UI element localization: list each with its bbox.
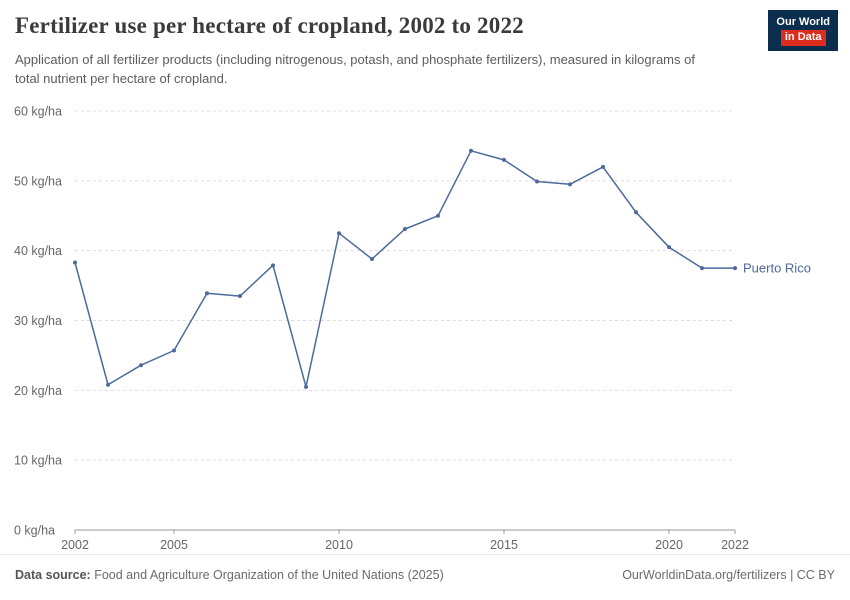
y-tick-label: 30 kg/ha bbox=[14, 314, 62, 328]
data-point[interactable] bbox=[304, 384, 308, 389]
data-point[interactable] bbox=[733, 266, 737, 271]
data-point[interactable] bbox=[469, 148, 473, 153]
y-tick-label: 20 kg/ha bbox=[14, 384, 62, 398]
y-tick-label: 60 kg/ha bbox=[14, 105, 62, 119]
page-title: Fertilizer use per hectare of cropland, … bbox=[15, 13, 524, 38]
data-point[interactable] bbox=[106, 382, 110, 387]
series-label-puerto-rico[interactable]: Puerto Rico bbox=[743, 261, 811, 276]
data-point[interactable] bbox=[436, 213, 440, 218]
x-tick-label: 2022 bbox=[721, 538, 749, 552]
y-tick-label: 10 kg/ha bbox=[14, 454, 62, 468]
x-tick-label: 2002 bbox=[61, 538, 89, 552]
x-tick-label: 2010 bbox=[325, 538, 353, 552]
y-tick-label: 50 kg/ha bbox=[14, 174, 62, 188]
data-point[interactable] bbox=[337, 231, 341, 236]
data-point[interactable] bbox=[535, 179, 539, 184]
x-tick-label: 2005 bbox=[160, 538, 188, 552]
data-source-text: Food and Agriculture Organization of the… bbox=[94, 568, 444, 582]
data-source: Data source: Food and Agriculture Organi… bbox=[15, 568, 444, 582]
data-point[interactable] bbox=[238, 294, 242, 299]
data-point[interactable] bbox=[568, 182, 572, 187]
data-point[interactable] bbox=[370, 257, 374, 262]
data-point[interactable] bbox=[139, 363, 143, 368]
data-point[interactable] bbox=[601, 164, 605, 169]
data-point[interactable] bbox=[172, 348, 176, 353]
data-point[interactable] bbox=[73, 260, 77, 265]
data-point[interactable] bbox=[502, 157, 506, 162]
data-point[interactable] bbox=[205, 291, 209, 296]
data-source-label: Data source: bbox=[15, 568, 91, 582]
chart-subtitle: Application of all fertilizer products (… bbox=[15, 52, 695, 86]
x-tick-label: 2020 bbox=[655, 538, 683, 552]
data-point[interactable] bbox=[403, 227, 407, 232]
data-point[interactable] bbox=[271, 263, 275, 268]
x-tick-label: 2015 bbox=[490, 538, 518, 552]
data-point[interactable] bbox=[700, 266, 704, 271]
data-point[interactable] bbox=[634, 210, 638, 215]
owid-logo-line1: Our World bbox=[776, 16, 830, 28]
chart-footer: Data source: Food and Agriculture Organi… bbox=[0, 554, 850, 600]
y-tick-label: 0 kg/ha bbox=[14, 524, 55, 538]
line-chart[interactable]: 0 kg/ha 10 kg/ha 20 kg/ha 30 kg/ha 40 kg/ha 5… bbox=[0, 92, 850, 553]
owid-logo-line2: in Data bbox=[780, 30, 826, 46]
y-tick-label: 40 kg/ha bbox=[14, 244, 62, 258]
footer-citation-link[interactable]: OurWorldinData.org/fertilizers | CC BY bbox=[622, 568, 835, 582]
data-point[interactable] bbox=[667, 245, 671, 250]
owid-logo[interactable]: Our World in Data bbox=[768, 10, 838, 51]
